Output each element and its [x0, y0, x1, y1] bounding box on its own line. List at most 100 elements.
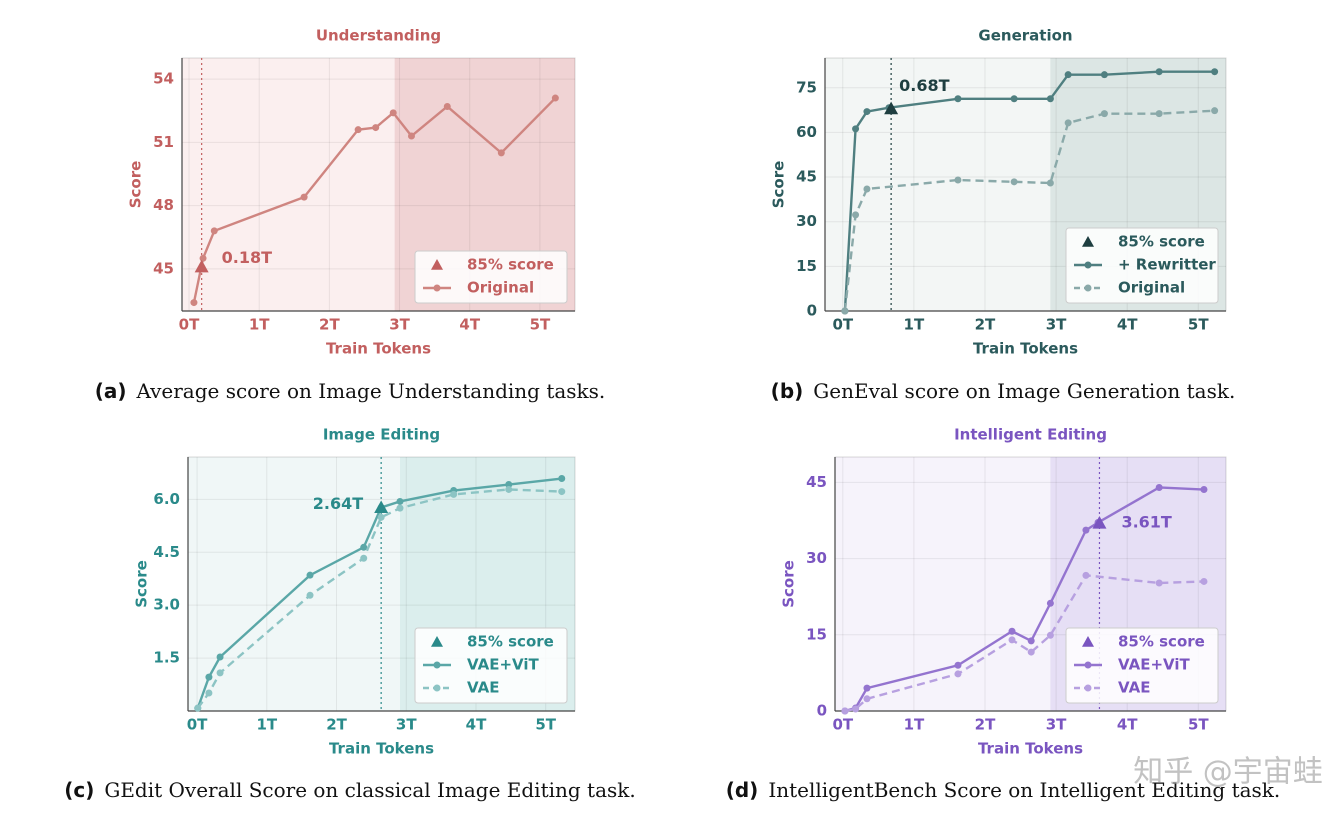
captions: (a) Average score on Image Understanding … — [64, 379, 1280, 802]
y-tick-label: 6.0 — [153, 490, 180, 508]
data-point — [863, 185, 871, 193]
data-point — [372, 124, 380, 132]
y-tick-label: 0 — [817, 702, 827, 720]
y-tick-label: 30 — [806, 549, 827, 567]
data-point — [1155, 68, 1163, 76]
y-tick-label: 60 — [796, 123, 817, 141]
data-point — [1046, 179, 1054, 187]
caption-text: GEdit Overall Score on classical Image E… — [104, 778, 635, 802]
x-tick-label: 4T — [1117, 716, 1138, 734]
data-point — [443, 102, 451, 110]
legend-label: + Rewritter — [1118, 256, 1216, 274]
caption-label: (a) — [95, 379, 127, 403]
y-tick-label: 15 — [806, 625, 827, 643]
legend-label: 85% score — [467, 256, 554, 274]
data-point — [1046, 631, 1054, 639]
threshold-label: 2.64T — [313, 494, 363, 513]
x-axis-label: Train Tokens — [973, 340, 1078, 358]
data-point — [1211, 107, 1219, 115]
data-point — [954, 670, 962, 678]
data-point — [194, 704, 202, 712]
data-point — [558, 475, 566, 483]
caption: (c) GEdit Overall Score on classical Imag… — [64, 778, 636, 802]
data-point — [1008, 627, 1016, 635]
legend-label: 85% score — [467, 633, 554, 651]
x-tick-label: 1T — [904, 316, 925, 334]
data-point — [377, 513, 385, 521]
x-tick-label: 5T — [1188, 716, 1209, 734]
y-tick-label: 0 — [807, 302, 817, 320]
x-tick-label: 4T — [466, 716, 487, 734]
caption-label: (c) — [64, 778, 94, 802]
chart: 45 48 51 54 0T 1T 2T 3T 4T 5T Understanding Train T… — [127, 27, 576, 358]
data-point — [505, 485, 513, 493]
legend-label: VAE+ViT — [1118, 656, 1191, 674]
data-point — [450, 490, 458, 498]
data-point — [954, 95, 962, 103]
y-tick-label: 45 — [806, 473, 827, 491]
y-tick-label: 51 — [153, 133, 174, 151]
x-axis-label: Train Tokens — [978, 740, 1083, 758]
data-point — [407, 132, 415, 140]
caption-text: GenEval score on Image Generation task. — [813, 379, 1235, 403]
data-point — [1010, 95, 1018, 103]
legend-marker — [1084, 684, 1092, 692]
chart-title: Understanding — [316, 27, 441, 45]
data-point — [954, 661, 962, 669]
chart-title: Intelligent Editing — [954, 426, 1107, 444]
legend-box — [1065, 227, 1219, 304]
x-tick-label: 3T — [1046, 316, 1067, 334]
data-point — [1027, 648, 1035, 656]
data-point — [306, 571, 314, 579]
series-line — [844, 574, 1205, 713]
data-point — [852, 211, 860, 219]
data-point — [205, 689, 213, 697]
y-tick-label: 15 — [796, 257, 817, 275]
x-tick-label: 2T — [975, 316, 996, 334]
watermark: 知乎 @宇宙蛙 — [1133, 755, 1323, 790]
data-point — [1046, 95, 1054, 103]
x-tick-label: 5T — [530, 316, 551, 334]
legend-label: Original — [1118, 279, 1185, 297]
y-tick-label: 30 — [796, 212, 817, 230]
chart: 1.5 3.0 4.5 6.0 0T 1T 2T 3T 4T 5T Image Editing Tra… — [133, 426, 576, 758]
series-line — [196, 477, 562, 709]
legend-marker — [433, 661, 441, 669]
y-tick-label: 45 — [153, 259, 174, 277]
legend-label: 85% score — [1118, 233, 1205, 251]
data-point — [852, 125, 860, 133]
x-tick-label: 3T — [396, 716, 417, 734]
legend-box — [1065, 627, 1219, 704]
threshold-marker — [884, 101, 899, 115]
legend-label: 85% score — [1118, 633, 1205, 651]
x-axis-label: Train Tokens — [329, 740, 434, 758]
legend-marker — [1084, 284, 1092, 292]
x-tick-label: 5T — [1188, 316, 1209, 334]
data-point — [1082, 526, 1090, 534]
data-point — [396, 504, 404, 512]
legend-marker — [1084, 261, 1092, 269]
caption-label: (d) — [726, 778, 759, 802]
x-tick-label: 2T — [975, 716, 996, 734]
data-point — [863, 695, 871, 703]
data-point — [300, 193, 308, 201]
caption-text: Average score on Image Understanding tas… — [135, 379, 605, 403]
data-point — [841, 307, 849, 315]
caption-text: IntelligentBench Score on Intelligent Ed… — [768, 778, 1280, 802]
data-point — [1155, 110, 1163, 118]
data-point — [190, 299, 198, 307]
y-tick-label: 3.0 — [153, 596, 180, 614]
data-point — [863, 684, 871, 692]
threshold-label: 0.68T — [899, 76, 949, 95]
data-point — [360, 554, 368, 562]
y-tick-label: 54 — [153, 70, 174, 88]
caption: (a) Average score on Image Understanding … — [95, 379, 606, 403]
data-point — [1200, 577, 1208, 585]
data-point — [216, 653, 224, 661]
legend-marker — [431, 259, 443, 270]
data-point — [360, 543, 368, 551]
y-tick-label: 4.5 — [153, 543, 180, 561]
threshold-label: 3.61T — [1121, 513, 1171, 532]
x-tick-label: 1T — [249, 316, 270, 334]
